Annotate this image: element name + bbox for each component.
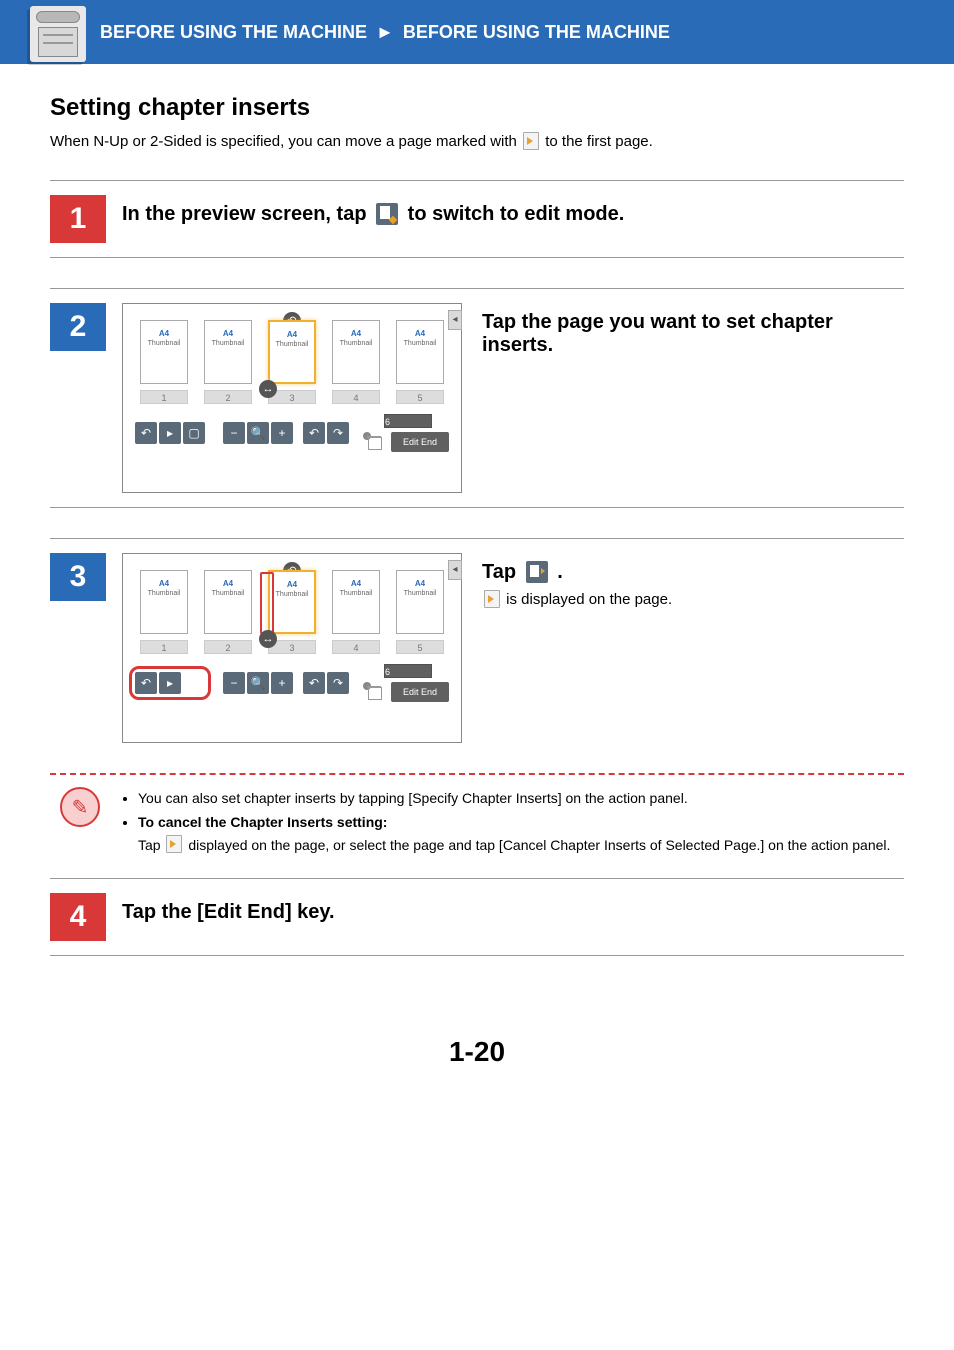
zoom-out-button[interactable]: − xyxy=(223,422,245,444)
step-1-title: In the preview screen, tap to switch to … xyxy=(122,203,904,226)
step-3-text-after: is displayed on the page. xyxy=(506,591,672,608)
thumbnail-1b[interactable]: A4Thumbnail xyxy=(140,570,188,634)
intro-before: When N-Up or 2-Sided is specified, you c… xyxy=(50,133,521,150)
move-badge-icon[interactable]: ↔ xyxy=(259,380,277,398)
printer-icon xyxy=(30,6,86,62)
tool-blank-icon[interactable]: ▢ xyxy=(183,422,205,444)
step-1-number: 1 xyxy=(50,195,106,243)
thumbnail-3b-selected[interactable]: A4Thumbnail xyxy=(268,570,316,634)
zoom-button-2[interactable]: 🔍 xyxy=(247,672,269,694)
breadcrumb-right: BEFORE USING THE MACHINE xyxy=(403,22,670,42)
edit-end-button[interactable]: Edit End xyxy=(391,432,449,452)
thumbnail-4b-num: 4 xyxy=(332,640,380,654)
thumbnail-2-num: 2 xyxy=(204,390,252,404)
note-bullet-2-after: displayed on the page, or select the pag… xyxy=(188,837,890,853)
redo-button-2[interactable]: ↷ xyxy=(327,672,349,694)
step-2: 2 ◂ A4Thumbnail 1 A4Thumbnail 2 xyxy=(50,288,904,508)
step-4-number: 4 xyxy=(50,893,106,941)
edit-mode-icon xyxy=(376,203,398,225)
tool-chapter-icon-highlighted[interactable]: ▸ xyxy=(159,672,181,694)
step-4-title: Tap the [Edit End] key. xyxy=(122,901,904,924)
step-2-number: 2 xyxy=(50,303,106,351)
move-badge-icon-2[interactable]: ↔ xyxy=(259,630,277,648)
step-2-title: Tap the page you want to set chapter ins… xyxy=(482,311,904,357)
thumbnail-5-num: 5 xyxy=(396,390,444,404)
thumbnail-2[interactable]: A4Thumbnail xyxy=(204,320,252,384)
tool-chapter-icon[interactable]: ▸ xyxy=(159,422,181,444)
step-1: 1 In the preview screen, tap to switch t… xyxy=(50,180,904,258)
step-3-title-after: . xyxy=(557,561,563,583)
note-bullet-2-title: To cancel the Chapter Inserts setting: xyxy=(138,814,387,830)
chapter-insert-button-icon xyxy=(526,561,548,583)
note-bullet-2-before: Tap xyxy=(138,837,164,853)
side-panel-tab[interactable]: ◂ xyxy=(448,310,462,330)
zoom-out-button-2[interactable]: − xyxy=(223,672,245,694)
tool-rotate-icon-2[interactable]: ↶ xyxy=(135,672,157,694)
undo-button-2[interactable]: ↶ xyxy=(303,672,325,694)
thumbnail-2b[interactable]: A4Thumbnail xyxy=(204,570,252,634)
step-4: 4 Tap the [Edit End] key. xyxy=(50,878,904,956)
note-icon: ✎ xyxy=(60,787,100,827)
step-1-title-after: to switch to edit mode. xyxy=(408,203,625,225)
thumbnail-5[interactable]: A4Thumbnail xyxy=(396,320,444,384)
side-panel-tab-2[interactable]: ◂ xyxy=(448,560,462,580)
thumbnail-5b-num: 5 xyxy=(396,640,444,654)
preview-panel-step3: ◂ A4Thumbnail 1 A4Thumbnail 2 ↶ xyxy=(122,553,462,743)
edit-end-button-2[interactable]: Edit End xyxy=(391,682,449,702)
trash-icon-2[interactable] xyxy=(367,684,381,700)
thumbnail-1-num: 1 xyxy=(140,390,188,404)
thumbnail-4-num: 4 xyxy=(332,390,380,404)
note-bullet-1: You can also set chapter inserts by tapp… xyxy=(138,787,890,809)
section-intro: When N-Up or 2-Sided is specified, you c… xyxy=(50,132,904,150)
step-3-title: Tap . xyxy=(482,561,904,584)
tool-rotate-icon[interactable]: ↶ xyxy=(135,422,157,444)
chapter-marker-icon xyxy=(523,132,539,150)
thumbnail-5b[interactable]: A4Thumbnail xyxy=(396,570,444,634)
intro-after: to the first page. xyxy=(545,133,653,150)
thumbnail-2b-num: 2 xyxy=(204,640,252,654)
section-title: Setting chapter inserts xyxy=(50,94,904,122)
thumbnail-6-num: 6 xyxy=(384,414,432,428)
breadcrumb-arrow: ► xyxy=(376,22,394,42)
zoom-button[interactable]: 🔍 xyxy=(247,422,269,444)
zoom-in-button-2[interactable]: + xyxy=(271,672,293,694)
thumbnail-1b-num: 1 xyxy=(140,640,188,654)
note-bullet-2: To cancel the Chapter Inserts setting: T… xyxy=(138,811,890,856)
undo-button[interactable]: ↶ xyxy=(303,422,325,444)
step-3-number: 3 xyxy=(50,553,106,601)
chapter-insert-marker xyxy=(260,572,274,634)
step-3-text: is displayed on the page. xyxy=(482,590,904,608)
breadcrumb-left: BEFORE USING THE MACHINE xyxy=(100,22,367,42)
preview-panel-step2: ◂ A4Thumbnail 1 A4Thumbnail 2 ↶ xyxy=(122,303,462,493)
redo-button[interactable]: ↷ xyxy=(327,422,349,444)
chapter-marker-icon-2 xyxy=(484,590,500,608)
trash-icon[interactable] xyxy=(367,434,381,450)
thumbnail-4b[interactable]: A4Thumbnail xyxy=(332,570,380,634)
page-header: BEFORE USING THE MACHINE ► BEFORE USING … xyxy=(0,0,954,64)
thumbnail-1[interactable]: A4Thumbnail xyxy=(140,320,188,384)
step-1-title-before: In the preview screen, tap xyxy=(122,203,372,225)
note-block: ✎ You can also set chapter inserts by ta… xyxy=(50,787,904,858)
thumbnail-4[interactable]: A4Thumbnail xyxy=(332,320,380,384)
zoom-in-button[interactable]: + xyxy=(271,422,293,444)
step-3: 3 ◂ A4Thumbnail 1 A4Thumbnail 2 xyxy=(50,538,904,743)
chapter-marker-icon-3 xyxy=(166,835,182,853)
step-3-title-before: Tap xyxy=(482,561,522,583)
page-number: 1-20 xyxy=(50,1036,904,1068)
thumbnail-6b-num: 6 xyxy=(384,664,432,678)
dashed-separator xyxy=(50,773,904,775)
thumbnail-3-selected[interactable]: A4Thumbnail xyxy=(268,320,316,384)
